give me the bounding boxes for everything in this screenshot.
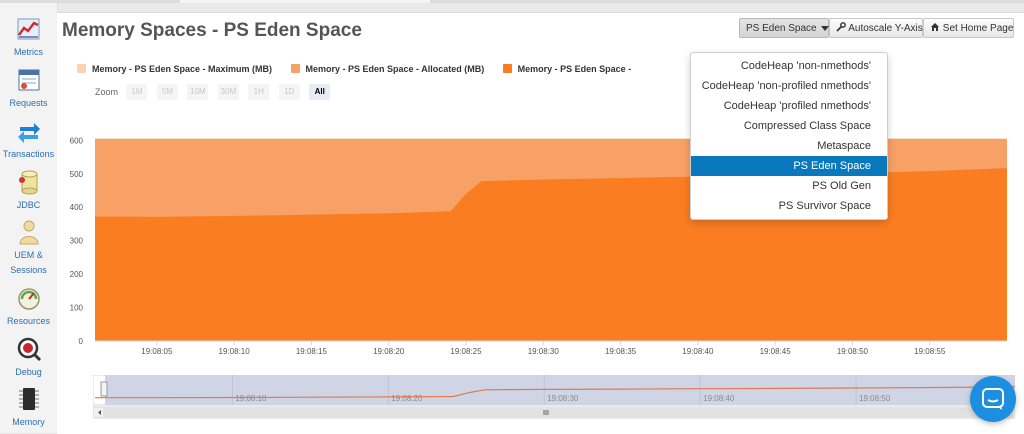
y-tick-label: 200: [70, 270, 84, 279]
jdbc-icon: [18, 170, 37, 195]
legend-swatch: [290, 64, 300, 73]
dropdown-item-codeheap-non-profiled-nmethods[interactable]: CodeHeap 'non-profiled nmethods': [701, 80, 871, 92]
x-tick-label: 19:08:55: [914, 347, 946, 356]
dropdown-item-codeheap-non-nmethods[interactable]: CodeHeap 'non-nmethods': [740, 60, 871, 72]
x-tick-label: 19:08:40: [682, 347, 714, 356]
zoom-1h-button[interactable]: 1H: [248, 83, 270, 100]
home-icon: [931, 23, 939, 31]
chart-navigator[interactable]: 19:08:10 19:08:20 19:08:30 19:08:40 19:08:50: [93, 375, 1015, 420]
sidebar-item-memory[interactable]: Memory: [0, 386, 57, 430]
requests-icon: [18, 69, 39, 91]
legend-label: Memory - PS Eden Space - Allocated (MB): [305, 64, 485, 74]
dropdown-item-codeheap-profiled-nmethods[interactable]: CodeHeap 'profiled nmethods': [723, 100, 871, 112]
sidebar-item-label: Transactions: [2, 149, 55, 159]
top-strip-highlight: [180, 0, 430, 3]
navigator-tick-label: 19:08:40: [703, 394, 735, 403]
metrics-icon: [17, 18, 39, 40]
y-tick-label: 100: [70, 304, 84, 313]
legend-swatch: [77, 64, 86, 73]
sidebar-item-jdbc[interactable]: JDBC: [0, 169, 57, 213]
x-tick-label: 19:08:50: [837, 347, 869, 356]
dropdown-item-ps-survivor-space[interactable]: PS Survivor Space: [778, 200, 871, 212]
legend-item-maximum[interactable]: Memory - PS Eden Space - Maximum (MB): [77, 64, 272, 74]
dropdown-item-ps-old-gen[interactable]: PS Old Gen: [812, 180, 871, 192]
caret-down-icon: [821, 26, 830, 31]
zoom-1d-button[interactable]: 1D: [278, 83, 300, 100]
sidebar-item-label-line2: Sessions: [10, 265, 47, 275]
zoom-10m-button[interactable]: 10M: [187, 83, 209, 100]
sidebar-item-label: Resources: [6, 316, 51, 326]
dropdown-item-compressed-class-space[interactable]: Compressed Class Space: [743, 120, 871, 132]
debug-icon: [17, 337, 41, 362]
chat-launcher-button[interactable]: [970, 376, 1016, 422]
navigator-tick-label: 19:08:50: [859, 394, 891, 403]
sidebar-item-uem-sessions[interactable]: UEM & Sessions: [0, 219, 57, 278]
sidebar: Metrics Requests Transactions JDBC: [0, 3, 58, 433]
sidebar-item-label: JDBC: [16, 200, 41, 210]
sidebar-item-label: UEM &: [14, 250, 43, 260]
legend-item-used[interactable]: Memory - PS Eden Space -: [502, 64, 632, 74]
navigator-scrollbar-thumb[interactable]: [103, 408, 1013, 417]
navigator-selected-range: [105, 375, 1015, 405]
navigator-series-line: [95, 386, 1015, 399]
navigator-tick-label: 19:08:20: [391, 394, 423, 403]
sidebar-item-label: Debug: [15, 367, 42, 377]
sidebar-item-metrics[interactable]: Metrics: [0, 16, 57, 60]
x-tick-label: 19:08:25: [450, 347, 482, 356]
chat-icon: [982, 388, 1004, 410]
y-tick-label: 300: [70, 237, 84, 246]
navigator-left-handle[interactable]: [100, 381, 108, 397]
x-tick-label: 19:08:15: [296, 347, 328, 356]
y-tick-label: 500: [70, 170, 84, 179]
transactions-icon: [17, 123, 40, 143]
zoom-label: Zoom: [95, 86, 119, 97]
autoscale-label: Autoscale Y-Axis: [848, 23, 923, 34]
resources-icon: [17, 288, 40, 310]
navigator-tick-label: 19:08:30: [547, 394, 579, 403]
memory-space-select-label: PS Eden Space: [746, 23, 817, 34]
legend-swatch: [502, 64, 512, 73]
chart-legend: Memory - PS Eden Space - Maximum (MB) Me…: [77, 59, 645, 74]
scrollbar-grip-icon: [543, 410, 549, 415]
memory-space-select-button[interactable]: PS Eden Space: [739, 18, 830, 38]
sidebar-item-label: Memory: [12, 417, 45, 427]
uem-sessions-icon: [18, 220, 39, 245]
sidebar-item-resources[interactable]: Resources: [0, 285, 57, 329]
legend-label: Memory - PS Eden Space -: [517, 64, 632, 74]
sidebar-item-debug[interactable]: Debug: [0, 336, 57, 380]
sidebar-item-transactions[interactable]: Transactions: [0, 118, 57, 162]
x-tick-label: 19:08:05: [141, 347, 173, 356]
top-strip: [0, 0, 1024, 3]
zoom-all-button[interactable]: All: [309, 83, 331, 100]
y-tick-label: 0: [79, 337, 84, 346]
legend-item-allocated[interactable]: Memory - PS Eden Space - Allocated (MB): [290, 64, 485, 74]
set-home-page-label: Set Home Page: [942, 23, 1014, 34]
wrench-icon: [836, 22, 846, 32]
zoom-5m-button[interactable]: 5M: [156, 83, 178, 100]
x-tick-label: 19:08:45: [760, 347, 792, 356]
set-home-page-button[interactable]: Set Home Page: [923, 18, 1014, 38]
scroll-left-arrow-icon[interactable]: [98, 410, 101, 415]
legend-label: Memory - PS Eden Space - Maximum (MB): [92, 64, 273, 74]
y-tick-label: 400: [70, 203, 84, 212]
x-tick-label: 19:08:30: [528, 347, 560, 356]
navigator-tick-label: 19:08:10: [235, 394, 267, 403]
x-tick-label: 19:08:35: [605, 347, 637, 356]
memory-icon: [18, 388, 39, 410]
dropdown-item-ps-eden-space[interactable]: PS Eden Space: [691, 156, 887, 176]
page-title: Memory Spaces - PS Eden Space: [62, 20, 362, 41]
dropdown-item-metaspace[interactable]: Metaspace: [817, 140, 871, 152]
autoscale-y-axis-button[interactable]: Autoscale Y-Axis: [829, 18, 923, 38]
x-tick-label: 19:08:20: [373, 347, 405, 356]
sidebar-item-label: Requests: [9, 98, 48, 108]
sidebar-item-label: Metrics: [14, 47, 43, 57]
zoom-controls: Zoom 1M 5M 10M 30M 1H 1D All: [95, 83, 335, 100]
sidebar-item-requests[interactable]: Requests: [0, 67, 57, 111]
x-tick-label: 19:08:10: [219, 347, 251, 356]
memory-space-dropdown: CodeHeap 'non-nmethods' CodeHeap 'non-pro…: [690, 52, 888, 220]
zoom-30m-button[interactable]: 30M: [217, 83, 239, 100]
y-tick-label: 600: [70, 136, 84, 145]
chart-panel: Memory Spaces - PS Eden Space PS Eden Sp…: [57, 12, 1024, 434]
zoom-1m-button[interactable]: 1M: [126, 83, 148, 100]
